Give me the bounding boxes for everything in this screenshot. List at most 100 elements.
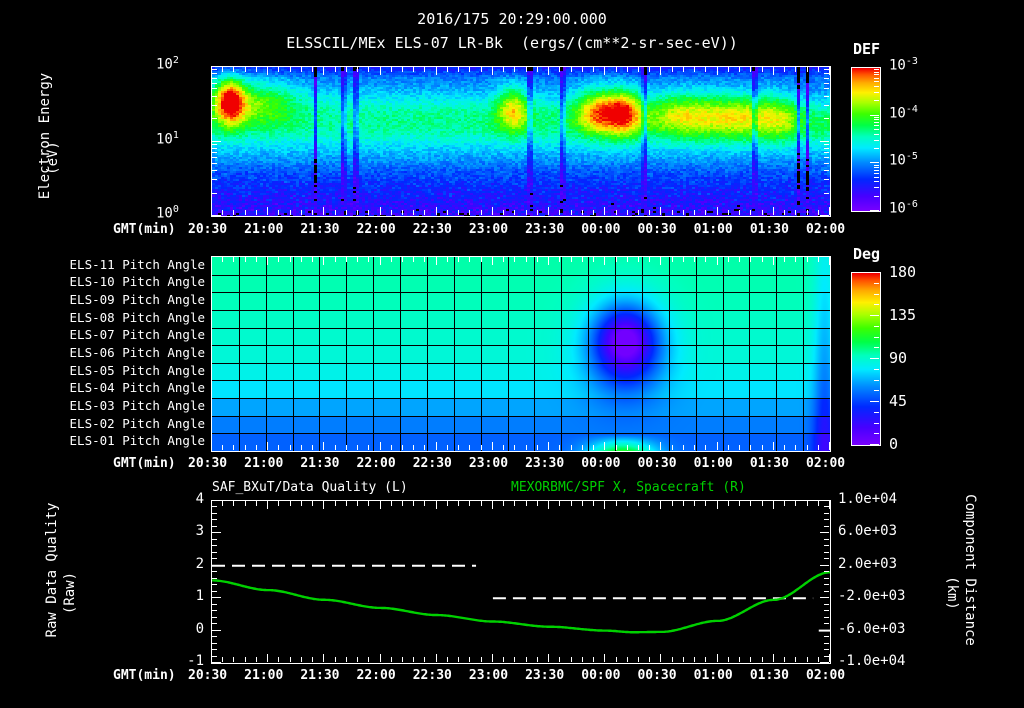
def-colorbar-tick (874, 134, 879, 135)
spectrogram-ytick-major (212, 215, 221, 216)
time-axis-tick (582, 501, 583, 506)
deg-colorbar[interactable] (851, 272, 881, 446)
def-colorbar-tick (874, 78, 879, 79)
time-axis-tick (413, 257, 414, 262)
quality-ytick-left (212, 558, 217, 559)
time-axis-tick (593, 445, 594, 450)
quality-ytick-left (212, 591, 217, 592)
def-colorbar-tick (874, 148, 879, 149)
quality-ytick-right (820, 597, 829, 598)
time-axis-tick (245, 257, 246, 262)
def-colorbar-title: DEF (853, 40, 881, 58)
pitch-row-label: ELS-09 Pitch Angle (69, 292, 205, 308)
time-axis-tick (211, 207, 212, 215)
time-axis-label: 22:30 (412, 222, 452, 237)
spectrogram-ytick (212, 144, 217, 145)
quality-ytick-left (212, 630, 221, 631)
time-axis-tick (683, 67, 684, 72)
time-axis-tick (357, 501, 358, 506)
time-axis-tick (402, 445, 403, 450)
time-axis-tick (616, 210, 617, 215)
time-axis-tick (739, 657, 740, 662)
time-axis-tick (492, 501, 493, 509)
time-axis-tick (526, 657, 527, 662)
time-axis-tick (559, 501, 560, 506)
time-axis-label: 22:00 (356, 456, 396, 471)
time-axis-tick (571, 501, 572, 506)
def-colorbar-tick (874, 125, 879, 126)
time-axis-tick (795, 210, 796, 215)
time-axis-tick (380, 442, 381, 450)
quality-ytick-right (824, 578, 829, 579)
pitch-angle-grid[interactable] (211, 256, 831, 452)
spectrogram-ylabel-units: (eV) (45, 141, 61, 175)
deg-colorbar-tick-label: 90 (889, 349, 908, 367)
time-axis-tick (267, 654, 268, 662)
time-axis-tick (672, 657, 673, 662)
time-axis-tick (312, 501, 313, 506)
time-axis-tick (402, 210, 403, 215)
time-axis-tick (818, 67, 819, 72)
time-axis-tick (762, 657, 763, 662)
time-axis-tick (391, 257, 392, 262)
time-axis-tick (436, 501, 437, 509)
time-axis-tick (481, 67, 482, 72)
quality-ytick-label-right: -6.0e+03 (838, 620, 906, 637)
time-axis-tick (604, 257, 605, 265)
time-axis-tick (582, 445, 583, 450)
deg-colorbar-tick (874, 294, 879, 295)
time-axis-tick (447, 501, 448, 506)
data-quality-plot[interactable] (211, 500, 831, 664)
quality-ytick-left (212, 649, 217, 650)
time-axis-tick (469, 501, 470, 506)
def-colorbar-tick (874, 100, 879, 101)
time-axis-tick (773, 501, 774, 509)
time-axis-tick (683, 501, 684, 506)
time-axis-tick (807, 210, 808, 215)
deg-colorbar-title: Deg (853, 245, 881, 263)
time-axis-tick (627, 657, 628, 662)
def-colorbar-tick-label: 10-4 (889, 103, 918, 122)
time-axis-tick (514, 445, 515, 450)
time-axis-tick (424, 657, 425, 662)
time-axis-tick (278, 501, 279, 506)
quality-ytick-right (824, 519, 829, 520)
time-axis-label: 00:00 (581, 456, 621, 471)
time-axis-tick (256, 210, 257, 215)
time-axis-tick (211, 442, 212, 450)
time-axis-tick (762, 210, 763, 215)
time-axis-tick (559, 657, 560, 662)
time-axis-tick (683, 657, 684, 662)
spectrogram-ytick (824, 88, 829, 89)
pitch-row-label: ELS-07 Pitch Angle (69, 327, 205, 343)
time-axis-tick (368, 445, 369, 450)
time-axis-tick (548, 207, 549, 215)
spectrogram-ytick-major (820, 66, 829, 67)
time-axis-tick (335, 501, 336, 506)
time-axis-tick (211, 67, 212, 75)
electron-energy-spectrogram[interactable] (211, 66, 831, 217)
time-axis-tick (694, 210, 695, 215)
time-axis-label: 22:00 (356, 668, 396, 683)
time-axis-tick (717, 654, 718, 662)
quality-ytick-left (212, 532, 221, 533)
time-axis-tick (582, 257, 583, 262)
spectrogram-ytick (212, 170, 217, 171)
time-axis-tick (481, 501, 482, 506)
time-axis-tick (784, 445, 785, 450)
time-axis-tick (717, 257, 718, 265)
quality-ytick-left (212, 500, 221, 501)
quality-ytick-label-left: 4 (195, 491, 204, 507)
deg-colorbar-tick-label: 180 (889, 263, 917, 281)
time-axis-tick (672, 445, 673, 450)
time-axis-tick (593, 501, 594, 506)
time-axis-tick (559, 67, 560, 72)
time-axis-tick (323, 257, 324, 265)
time-axis-tick (582, 67, 583, 72)
time-axis-label: 01:00 (693, 668, 733, 683)
time-axis-tick (380, 207, 381, 215)
spectrogram-ytick (212, 78, 217, 79)
time-axis-tick (784, 67, 785, 72)
time-axis-tick (233, 257, 234, 262)
time-axis-tick (784, 501, 785, 506)
